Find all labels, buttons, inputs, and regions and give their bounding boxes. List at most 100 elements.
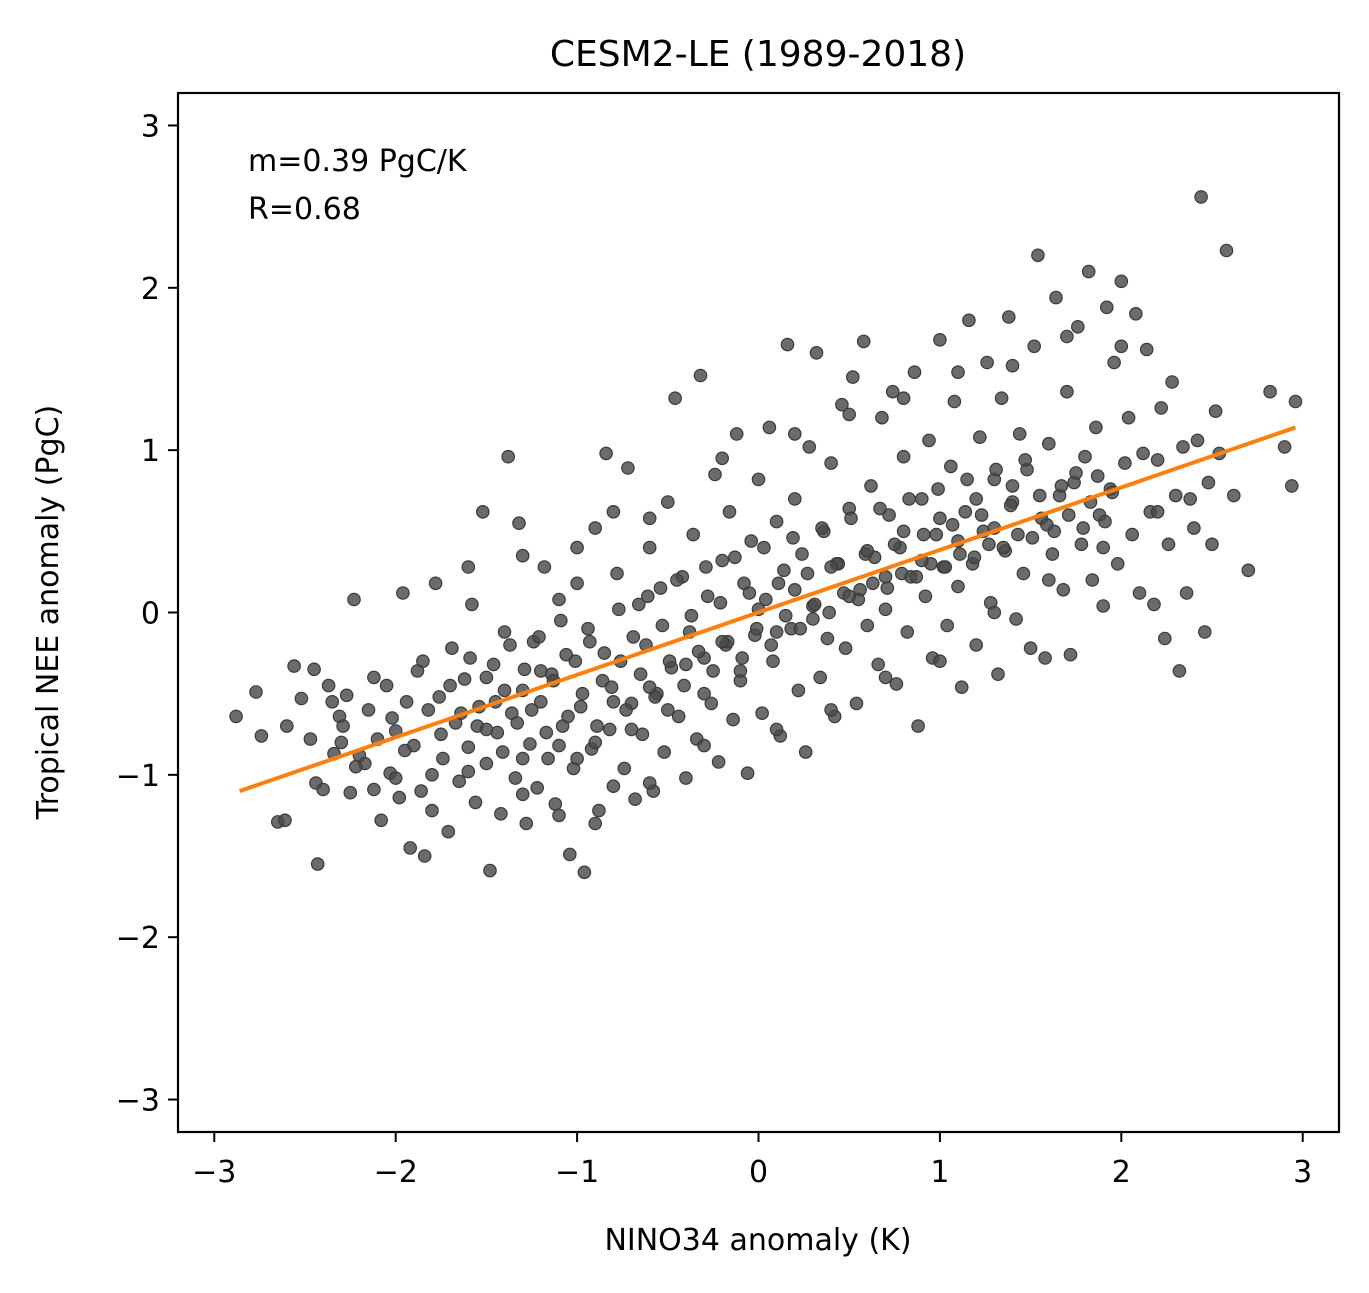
- data-point: [982, 537, 996, 552]
- data-point: [933, 511, 947, 526]
- data-point: [321, 678, 336, 693]
- data-point: [1219, 243, 1234, 258]
- data-point: [597, 646, 612, 660]
- data-point: [1009, 612, 1023, 626]
- data-point: [1003, 498, 1018, 513]
- regression-line-layer: [239, 425, 1297, 793]
- data-point: [1074, 537, 1089, 552]
- data-point: [508, 771, 523, 785]
- data-point: [512, 516, 526, 530]
- data-point: [708, 467, 722, 482]
- data-point: [896, 391, 911, 405]
- data-point: [577, 865, 592, 880]
- data-point: [624, 722, 639, 737]
- data-point: [1100, 300, 1114, 315]
- data-point: [726, 712, 740, 727]
- data-point: [397, 743, 412, 758]
- data-point: [475, 504, 490, 519]
- data-point: [679, 771, 693, 785]
- data-point: [1179, 586, 1194, 600]
- data-point: [907, 365, 922, 379]
- data-point: [744, 534, 758, 548]
- data-point: [425, 767, 439, 782]
- data-point: [953, 547, 967, 561]
- data-point: [1071, 319, 1085, 334]
- data-point: [722, 504, 737, 519]
- data-point: [610, 566, 624, 581]
- data-point: [570, 576, 584, 591]
- data-point: [896, 524, 911, 539]
- data-point: [582, 634, 597, 649]
- data-point: [604, 680, 619, 694]
- data-point: [780, 337, 795, 352]
- data-point: [713, 595, 728, 610]
- data-point: [1288, 394, 1303, 409]
- data-point: [530, 780, 544, 795]
- data-point: [606, 504, 621, 519]
- data-point: [1118, 456, 1132, 470]
- data-point: [962, 313, 976, 328]
- data-point: [1176, 440, 1190, 454]
- data-point: [532, 630, 546, 644]
- data-point: [606, 779, 621, 793]
- data-point: [700, 589, 715, 604]
- data-point: [1161, 537, 1176, 552]
- data-point: [844, 511, 858, 526]
- data-point: [1183, 492, 1197, 506]
- data-point: [931, 482, 945, 496]
- data-point: [1227, 488, 1241, 503]
- data-point: [1125, 527, 1139, 542]
- data-point: [653, 581, 668, 595]
- data-point: [711, 755, 726, 769]
- data-point: [483, 863, 497, 878]
- data-point: [517, 662, 532, 677]
- data-point: [704, 696, 719, 711]
- data-point: [1098, 514, 1112, 529]
- data-point: [1096, 540, 1110, 555]
- data-point: [787, 427, 802, 441]
- data-point: [374, 813, 388, 828]
- data-point: [463, 651, 477, 665]
- data-point: [786, 530, 800, 545]
- data-point: [809, 345, 824, 360]
- data-points: [229, 190, 1303, 880]
- data-point: [367, 670, 381, 685]
- data-point: [461, 764, 476, 779]
- data-point: [777, 563, 791, 578]
- data-point: [626, 630, 641, 644]
- data-point: [287, 659, 301, 673]
- data-point: [416, 654, 430, 668]
- data-point: [1194, 190, 1208, 204]
- data-point: [757, 540, 771, 555]
- data-point: [889, 677, 904, 691]
- data-point: [348, 759, 363, 774]
- data-point: [697, 738, 711, 753]
- data-point: [824, 456, 838, 470]
- data-point: [842, 589, 856, 604]
- data-point: [590, 719, 604, 733]
- data-point: [802, 440, 817, 454]
- data-point: [671, 709, 686, 724]
- data-point: [824, 560, 838, 574]
- data-point: [347, 592, 361, 607]
- data-point: [764, 638, 778, 652]
- data-point: [887, 537, 902, 552]
- data-point: [1025, 530, 1040, 545]
- data-point: [914, 492, 929, 506]
- data-point: [428, 576, 443, 591]
- data-point: [911, 719, 925, 733]
- data-point: [1018, 453, 1032, 467]
- data-point: [660, 703, 675, 717]
- data-point: [842, 407, 856, 422]
- data-point: [1081, 264, 1096, 279]
- data-point: [882, 508, 896, 522]
- data-point: [940, 618, 954, 633]
- data-point: [1012, 427, 1027, 441]
- data-point: [1158, 631, 1172, 646]
- data-point: [432, 690, 446, 704]
- data-point: [617, 761, 632, 776]
- data-point: [706, 664, 720, 678]
- data-point: [865, 576, 880, 591]
- data-point: [813, 670, 827, 685]
- data-point: [880, 581, 895, 595]
